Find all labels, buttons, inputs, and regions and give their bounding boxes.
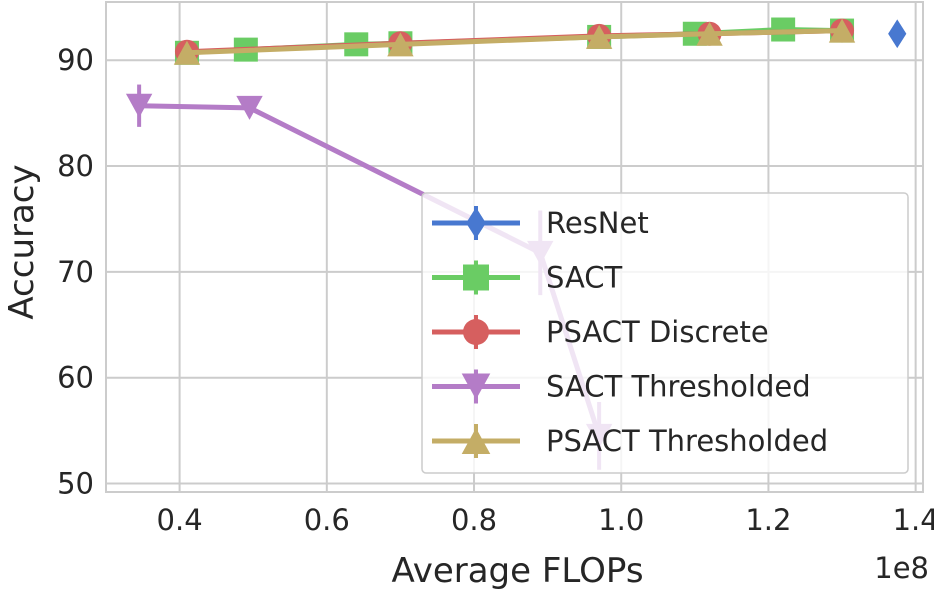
x-tick-label: 1.4 bbox=[893, 503, 934, 537]
data-point bbox=[585, 24, 613, 49]
data-point bbox=[173, 40, 201, 65]
legend-label: PSACT Thresholded bbox=[546, 424, 828, 458]
x-offset-label: 1e8 bbox=[874, 551, 929, 585]
data-point bbox=[125, 93, 153, 118]
legend-entry: SACT Thresholded bbox=[432, 369, 811, 404]
y-tick-label: 70 bbox=[57, 255, 94, 289]
plot-frame bbox=[105, 1, 924, 493]
data-point bbox=[828, 18, 856, 43]
series-line bbox=[184, 28, 845, 56]
legend-items: ResNet SACT PSACT Discrete SACT Thresholded… bbox=[432, 206, 828, 458]
legend-marker bbox=[463, 264, 489, 291]
x-tick-label: 0.6 bbox=[304, 503, 350, 537]
legend-marker bbox=[463, 319, 489, 345]
legend-box bbox=[421, 192, 909, 474]
x-axis-title: Average FLOPs bbox=[391, 551, 643, 591]
data-point bbox=[888, 19, 907, 49]
tick-layer: 0.4 0.6 0.8 1.0 1.2 1.4 50 60 70 80 90 bbox=[57, 43, 934, 537]
x-tick-label: 0.4 bbox=[157, 503, 203, 537]
legend-marker bbox=[461, 428, 491, 454]
series-layer bbox=[125, 17, 907, 470]
legend-entry: PSACT Discrete bbox=[432, 315, 769, 349]
legend-label: SACT Thresholded bbox=[546, 370, 811, 404]
legend-label: ResNet bbox=[546, 206, 649, 240]
legend: ResNet SACT PSACT Discrete SACT Thresholded… bbox=[421, 192, 909, 474]
legend-entry: SACT bbox=[432, 260, 623, 295]
series-resnet bbox=[888, 19, 907, 49]
y-tick-label: 50 bbox=[57, 467, 94, 501]
data-point bbox=[696, 21, 723, 46]
legend-label: SACT bbox=[546, 261, 623, 295]
y-tick-label: 60 bbox=[57, 361, 94, 395]
legend-entry: ResNet bbox=[432, 206, 649, 240]
y-tick-label: 80 bbox=[57, 149, 94, 183]
x-tick-label: 1.2 bbox=[745, 503, 791, 537]
data-point bbox=[387, 32, 414, 57]
series-psact-thresholded bbox=[173, 18, 856, 65]
x-tick-label: 1.0 bbox=[598, 503, 644, 537]
legend-label: PSACT Discrete bbox=[546, 315, 769, 349]
y-axis-title: Accuracy bbox=[2, 164, 42, 319]
y-tick-label: 90 bbox=[57, 43, 94, 77]
legend-entry: PSACT Thresholded bbox=[432, 424, 828, 458]
x-tick-label: 0.8 bbox=[451, 503, 497, 537]
legend-marker bbox=[461, 373, 491, 400]
legend-marker bbox=[466, 207, 486, 239]
data-point bbox=[236, 95, 263, 120]
